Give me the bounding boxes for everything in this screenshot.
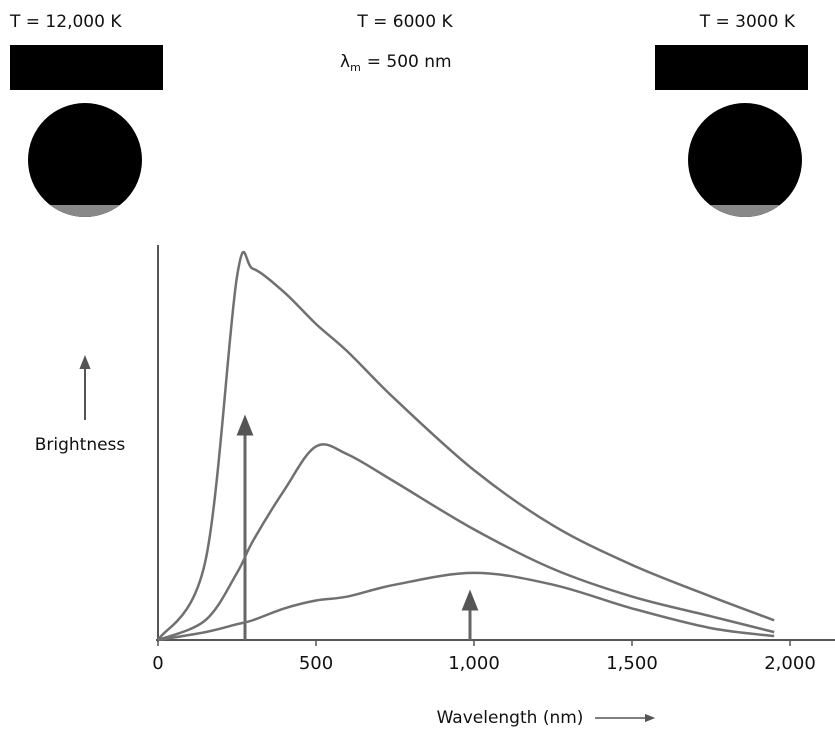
- x-tick-label: 0: [152, 653, 163, 674]
- x-axis-label: Wavelength (nm): [437, 708, 584, 728]
- temp-label: T = 12,000 K: [9, 12, 122, 32]
- spectrum-bar: [10, 45, 163, 90]
- y-axis-label: Brightness: [35, 435, 126, 455]
- temp-label: T = 6000 K: [356, 12, 453, 32]
- peak-symbol: λ: [340, 52, 350, 72]
- star-disk: [28, 103, 142, 217]
- curve: [156, 250, 775, 641]
- x-tick-label: 500: [299, 653, 333, 674]
- x-tick-label: 1,500: [606, 653, 658, 674]
- curve: [157, 443, 775, 642]
- peak-label: λm = 500 nm: [340, 52, 452, 74]
- curve: [157, 571, 775, 642]
- x-tick-label: 2,000: [764, 653, 816, 674]
- spectrum-bar: [655, 45, 808, 90]
- peak-text: = 500 nm: [367, 52, 452, 72]
- star-disk-shade: [710, 205, 780, 217]
- x-tick-label: 1,000: [448, 653, 500, 674]
- temp-label: T = 3000 K: [699, 12, 796, 32]
- star-disk: [688, 103, 802, 217]
- peak-sub: m: [350, 61, 361, 74]
- star-disk-shade: [50, 205, 120, 217]
